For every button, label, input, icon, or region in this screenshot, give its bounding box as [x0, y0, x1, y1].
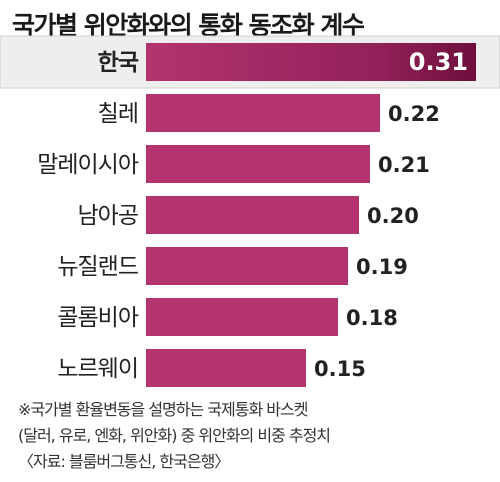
chart-title: 국가별 위안화와의 통화 동조화 계수 [12, 11, 365, 40]
value-label: 0.19 [356, 255, 408, 279]
bar [146, 145, 370, 183]
value-label: 0.18 [346, 306, 398, 330]
source-note: 〈자료: 블룸버그통신, 한국은행〉 [18, 452, 230, 471]
value-label: 0.21 [378, 153, 430, 177]
bar [146, 43, 476, 81]
bar [146, 196, 359, 234]
value-label: 0.22 [388, 102, 440, 126]
footnote-line-1: ※국가별 환율변동을 설명하는 국제통화 바스켓 [18, 400, 308, 419]
value-label: 0.15 [314, 357, 366, 381]
category-label: 콜롬비아 [57, 305, 138, 331]
category-label: 남아공 [78, 203, 138, 229]
bar-chart: 한국 0.31 칠레 0.22 말레이시아 0.21 남아공 0.20 뉴질랜드 0.19 콜롬비아… [0, 35, 500, 387]
bar [146, 298, 338, 336]
bar [146, 349, 306, 387]
category-label: 한국 [98, 50, 139, 76]
value-label: 0.20 [367, 204, 419, 228]
value-label: 0.31 [409, 48, 468, 76]
bar [146, 94, 380, 132]
category-label: 칠레 [98, 101, 138, 127]
category-label: 노르웨이 [57, 356, 138, 382]
category-label: 말레이시아 [37, 152, 139, 178]
bar [146, 247, 348, 285]
category-label: 뉴질랜드 [57, 254, 138, 280]
footnote-line-2: (달러, 유로, 엔화, 위안화) 중 위안화의 비중 추정치 [18, 426, 331, 445]
